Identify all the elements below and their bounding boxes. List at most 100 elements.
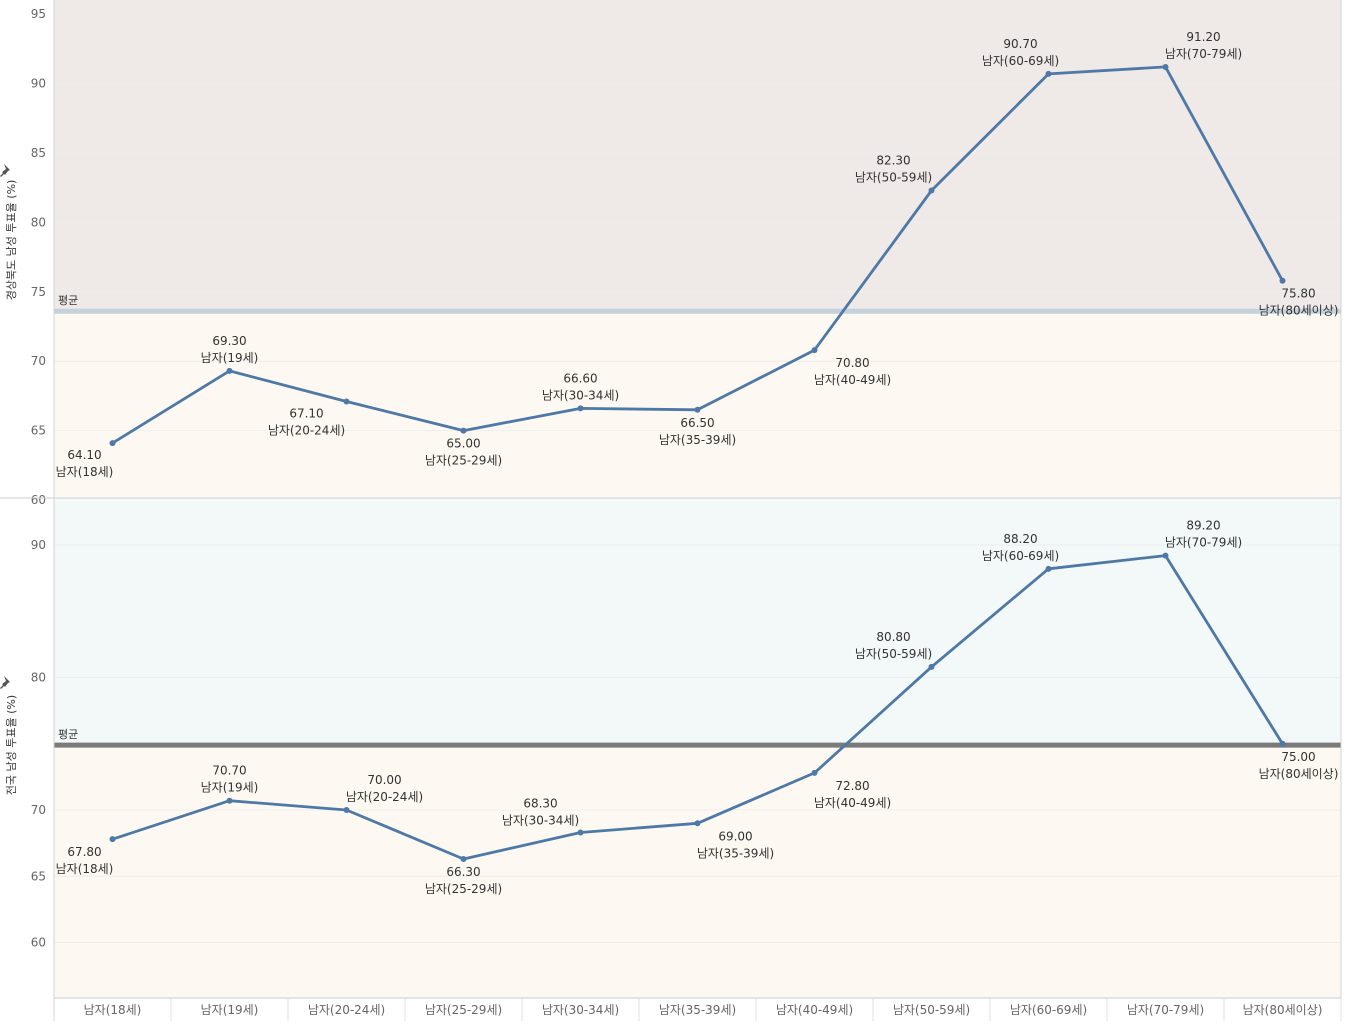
average-label: 평균 bbox=[58, 728, 78, 741]
data-point[interactable] bbox=[460, 427, 467, 434]
data-point[interactable] bbox=[1045, 70, 1052, 77]
data-label-category: 남자(30-34세) bbox=[542, 388, 619, 402]
y-axis-title: 전국 남성 투표율 (%) bbox=[5, 695, 18, 795]
data-point[interactable] bbox=[811, 769, 818, 776]
data-label-value: 70.70 bbox=[212, 764, 246, 778]
y-tick-label: 65 bbox=[31, 424, 46, 438]
y-tick-label: 60 bbox=[31, 936, 46, 950]
data-label-value: 69.00 bbox=[718, 829, 752, 843]
data-point[interactable] bbox=[1279, 277, 1286, 284]
y-tick-label: 95 bbox=[31, 7, 46, 21]
data-label-category: 남자(35-39세) bbox=[659, 433, 736, 447]
data-point[interactable] bbox=[811, 347, 818, 354]
data-point[interactable] bbox=[460, 856, 467, 863]
data-label-category: 남자(18세) bbox=[56, 465, 114, 479]
y-tick-label: 60 bbox=[31, 493, 46, 507]
data-label-value: 69.30 bbox=[212, 334, 246, 348]
x-tick-label: 남자(35-39세) bbox=[659, 1003, 736, 1017]
data-point[interactable] bbox=[109, 440, 116, 447]
data-label-category: 남자(60-69세) bbox=[982, 549, 1059, 563]
data-label-category: 남자(18세) bbox=[56, 862, 114, 876]
data-label-value: 90.70 bbox=[1003, 37, 1037, 51]
y-tick-label: 80 bbox=[31, 215, 46, 229]
x-tick-label: 남자(60-69세) bbox=[1010, 1003, 1087, 1017]
data-label-category: 남자(25-29세) bbox=[425, 882, 502, 896]
data-label-value: 66.60 bbox=[563, 371, 597, 385]
data-point[interactable] bbox=[577, 829, 584, 836]
data-label-value: 88.20 bbox=[1003, 532, 1037, 546]
data-point[interactable] bbox=[226, 797, 233, 804]
data-label-value: 64.10 bbox=[67, 448, 101, 462]
data-label-value: 68.30 bbox=[523, 797, 557, 811]
x-tick-label: 남자(19세) bbox=[201, 1003, 259, 1017]
data-point[interactable] bbox=[1162, 63, 1169, 70]
y-axis-title: 경상북도 남성 투표율 (%) bbox=[5, 180, 18, 301]
x-tick-label: 남자(20-24세) bbox=[308, 1003, 385, 1017]
y-tick-label: 70 bbox=[31, 354, 46, 368]
data-label-value: 70.00 bbox=[367, 773, 401, 787]
data-label-category: 남자(25-29세) bbox=[425, 454, 502, 468]
data-label-category: 남자(80세이상) bbox=[1259, 304, 1339, 318]
data-label-value: 66.30 bbox=[446, 865, 480, 879]
data-label-category: 남자(20-24세) bbox=[346, 790, 423, 804]
y-tick-label: 90 bbox=[31, 538, 46, 552]
data-label-value: 70.80 bbox=[835, 356, 869, 370]
data-label-value: 80.80 bbox=[876, 630, 910, 644]
data-point[interactable] bbox=[694, 406, 701, 413]
data-label-category: 남자(50-59세) bbox=[855, 647, 932, 661]
y-tick-label: 80 bbox=[31, 671, 46, 685]
data-point[interactable] bbox=[226, 367, 233, 374]
data-label-value: 91.20 bbox=[1186, 30, 1220, 44]
data-label-category: 남자(70-79세) bbox=[1165, 536, 1242, 550]
average-label: 평균 bbox=[58, 294, 78, 307]
data-label-category: 남자(19세) bbox=[201, 351, 259, 365]
y-tick-label: 65 bbox=[31, 869, 46, 883]
data-label-value: 82.30 bbox=[876, 153, 910, 167]
data-label-value: 72.80 bbox=[835, 779, 869, 793]
data-point[interactable] bbox=[694, 820, 701, 827]
data-label-value: 89.20 bbox=[1186, 519, 1220, 533]
x-tick-label: 남자(50-59세) bbox=[893, 1003, 970, 1017]
data-point[interactable] bbox=[343, 807, 350, 813]
above-average-band bbox=[54, 0, 1341, 312]
y-tick-label: 90 bbox=[31, 77, 46, 91]
data-label-category: 남자(40-49세) bbox=[814, 373, 891, 387]
data-point[interactable] bbox=[109, 836, 116, 843]
data-label-category: 남자(35-39세) bbox=[697, 846, 774, 860]
data-label-category: 남자(70-79세) bbox=[1165, 47, 1242, 61]
data-point[interactable] bbox=[928, 663, 935, 670]
data-label-category: 남자(50-59세) bbox=[855, 170, 932, 184]
below-average-band bbox=[54, 311, 1341, 497]
x-tick-label: 남자(30-34세) bbox=[542, 1003, 619, 1017]
y-tick-label: 85 bbox=[31, 146, 46, 160]
x-tick-label: 남자(80세이상) bbox=[1243, 1003, 1323, 1017]
data-label-category: 남자(40-49세) bbox=[814, 796, 891, 810]
data-label-value: 66.50 bbox=[680, 416, 714, 430]
pin-icon[interactable] bbox=[0, 676, 10, 689]
y-tick-label: 75 bbox=[31, 285, 46, 299]
data-point[interactable] bbox=[1279, 740, 1286, 747]
x-tick-label: 남자(25-29세) bbox=[425, 1003, 502, 1017]
data-label-category: 남자(19세) bbox=[201, 781, 259, 795]
data-label-value: 67.80 bbox=[67, 845, 101, 859]
data-label-category: 남자(30-34세) bbox=[502, 814, 579, 828]
data-label-value: 67.10 bbox=[289, 406, 323, 420]
y-tick-label: 70 bbox=[31, 803, 46, 817]
data-point[interactable] bbox=[1162, 552, 1169, 559]
pin-icon[interactable] bbox=[0, 164, 10, 177]
data-label-value: 75.00 bbox=[1281, 750, 1315, 764]
data-point[interactable] bbox=[577, 405, 584, 412]
x-tick-label: 남자(40-49세) bbox=[776, 1003, 853, 1017]
data-label-value: 75.80 bbox=[1281, 287, 1315, 301]
data-point[interactable] bbox=[1045, 565, 1052, 572]
data-label-value: 65.00 bbox=[446, 437, 480, 451]
above-average-band bbox=[54, 498, 1341, 746]
x-tick-label: 남자(18세) bbox=[84, 1003, 142, 1017]
data-point[interactable] bbox=[343, 398, 350, 405]
x-tick-label: 남자(70-79세) bbox=[1127, 1003, 1204, 1017]
below-average-band bbox=[54, 745, 1341, 998]
data-point[interactable] bbox=[928, 187, 935, 194]
data-label-category: 남자(80세이상) bbox=[1259, 767, 1339, 781]
